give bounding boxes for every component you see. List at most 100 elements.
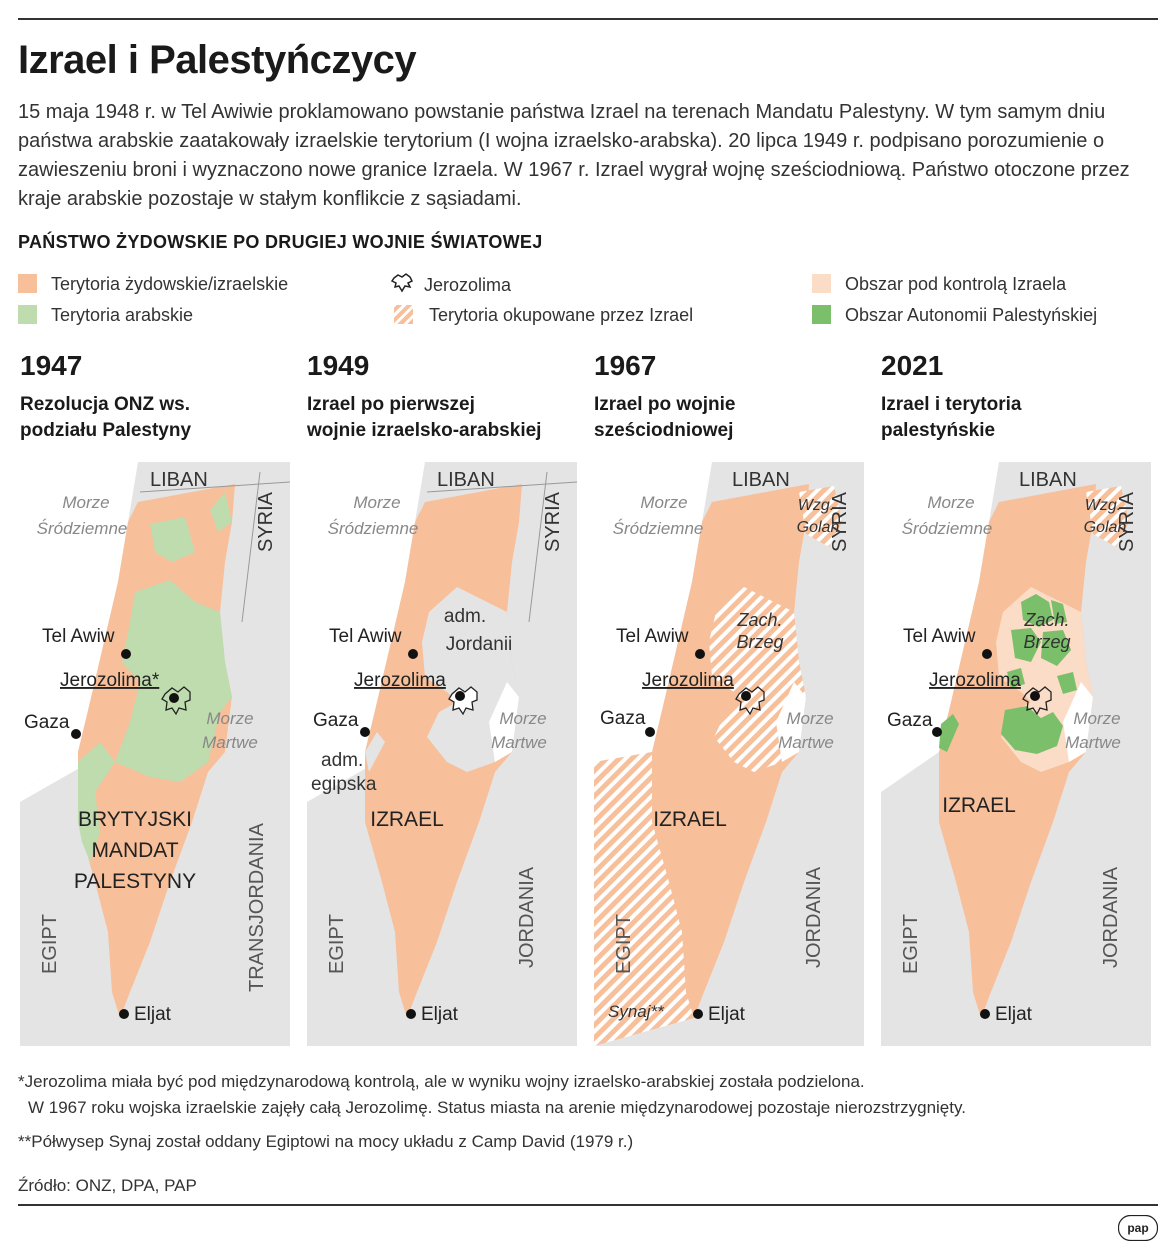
legend-label: Terytoria żydowskie/izraelskie [51, 274, 289, 294]
label-syria: SYRIA [1116, 491, 1138, 552]
legend-item-jerusalem: Jerozolima [390, 272, 511, 296]
dead-sea-shape [1063, 682, 1093, 762]
top-rule [18, 18, 1158, 20]
autonomy-area [1057, 672, 1077, 694]
border-line [426, 481, 577, 493]
label-adm-jordanii: Jordanii [446, 634, 513, 655]
label-west-bank: Brzeg [736, 632, 783, 652]
label-main: IZRAEL [942, 794, 1016, 817]
legend-item-arab: Terytoria arabskie [18, 303, 193, 327]
jerusalem-outline-icon [735, 686, 765, 716]
golan-occupied [799, 486, 842, 547]
label-east: JORDANIA [1100, 866, 1122, 968]
city-dot [408, 649, 418, 659]
map-2021: LIBAN SYRIA Morze Śródziemne Wzg. Golan … [881, 462, 1151, 1046]
label-main: PALESTYNY [74, 870, 196, 893]
intro-text: 15 maja 1948 r. w Tel Awiwie proklamowan… [18, 101, 1130, 210]
label-jerozolima: Jerozolima [354, 670, 446, 691]
map-1967: LIBAN SYRIA Morze Śródziemne Wzg. Golan … [594, 462, 864, 1046]
legend-swatch-occupied [394, 305, 413, 324]
map-1947: LIBAN SYRIA Morze Śródziemne Tel Awiw Je… [20, 462, 290, 1046]
label-golan: Golan [797, 519, 840, 536]
city-dot [645, 727, 655, 737]
panel-year-2021: 2021 [881, 350, 944, 381]
label-tel-awiw: Tel Awiw [903, 626, 976, 647]
footnote-jerusalem: *Jerozolima miała być pod międzynarodową… [18, 1072, 865, 1091]
city-dot [693, 1009, 703, 1019]
subtitle-line: Izrael i terytoria [881, 394, 1022, 415]
autonomy-area [1051, 600, 1067, 624]
border-line [139, 481, 290, 493]
arab-area-north [210, 492, 232, 532]
city-dot [741, 691, 751, 701]
sea-area [594, 462, 712, 782]
city-dot [71, 729, 81, 739]
label-west-bank: Zach. [736, 610, 782, 630]
label-egipt: EGIPT [326, 914, 348, 974]
label-east: JORDANIA [803, 866, 825, 968]
autonomy-areas [939, 594, 1077, 754]
label-sea: Śródziemne [37, 519, 128, 538]
city-dot [1030, 691, 1040, 701]
label-main: IZRAEL [653, 808, 727, 831]
label-jerozolima: Jerozolima* [60, 670, 160, 691]
panel-year-1949: 1949 [307, 350, 370, 381]
panel-subtitle-2021: Izrael i terytoria palestyńskie [881, 392, 1151, 444]
sea-area [307, 462, 425, 792]
border-line [241, 471, 261, 623]
label-egipt: EGIPT [39, 914, 61, 974]
label-tel-awiw: Tel Awiw [616, 626, 689, 647]
label-syria: SYRIA [542, 491, 564, 552]
label-sea: Morze [353, 493, 400, 512]
label-main: BRYTYJSKI [78, 808, 192, 831]
subtitle-line: Izrael po pierwszej [307, 394, 475, 415]
arab-area-south [78, 792, 100, 862]
legend-swatch-autonomy [812, 305, 831, 324]
label-sea: Morze [62, 493, 109, 512]
label-dead-sea: Martwe [202, 733, 258, 752]
city-dot [169, 693, 179, 703]
label-gaza: Gaza [600, 708, 646, 729]
city-dot [119, 1009, 129, 1019]
autonomy-area [1001, 706, 1063, 754]
autonomy-area [1021, 594, 1053, 627]
label-dead-sea: Martwe [778, 733, 834, 752]
arab-area-central [115, 580, 232, 782]
label-west-bank: Zach. [1023, 610, 1069, 630]
section-heading: PAŃSTWO ŻYDOWSKIE PO DRUGIEJ WOJNIE ŚWIA… [18, 232, 543, 252]
subtitle-line: sześciodniowej [594, 420, 734, 441]
map-1949: LIBAN SYRIA Morze Śródziemne adm. Jordan… [307, 462, 577, 1046]
label-liban: LIBAN [150, 469, 208, 491]
arab-area-galilee [150, 517, 195, 562]
subtitle-line: palestyńskie [881, 420, 996, 441]
legend-item-israeli: Terytoria żydowskie/izraelskie [18, 272, 288, 296]
golan-occupied [1086, 486, 1129, 547]
panel-year-1967: 1967 [594, 350, 657, 381]
legend-label: Terytoria okupowane przez Izrael [429, 305, 694, 325]
label-golan: Wzg. [1085, 497, 1121, 514]
label-main: MANDAT [91, 839, 178, 862]
subtitle-line: Rezolucja ONZ ws. [20, 394, 190, 415]
legend-swatch-israeli [18, 274, 37, 293]
autonomy-area [1041, 630, 1071, 666]
legend-label: Obszar pod kontrolą Izraela [845, 274, 1067, 294]
city-dot [695, 649, 705, 659]
label-main: IZRAEL [370, 808, 444, 831]
dead-sea-shape [776, 682, 806, 762]
jerusalem-outline-icon [161, 686, 191, 716]
label-dead-sea: Martwe [1065, 733, 1121, 752]
label-synaj: Synaj** [608, 1002, 665, 1021]
city-dot [932, 727, 942, 737]
label-tel-awiw: Tel Awiw [329, 626, 402, 647]
legend-swatch-controlled [812, 274, 831, 293]
label-jerozolima: Jerozolima [929, 670, 1021, 691]
sea-area [20, 752, 90, 802]
subtitle-line: Izrael po wojnie [594, 394, 736, 415]
label-dead-sea: Morze [1073, 709, 1120, 728]
label-jerozolima: Jerozolima [642, 670, 734, 691]
border-line [528, 471, 548, 623]
footnote-jerusalem-2: W 1967 roku wojska izraelskie zajęły cał… [28, 1098, 966, 1117]
jerusalem-outline-icon [1022, 686, 1052, 716]
label-sea: Śródziemne [902, 519, 993, 538]
label-sea: Morze [927, 493, 974, 512]
